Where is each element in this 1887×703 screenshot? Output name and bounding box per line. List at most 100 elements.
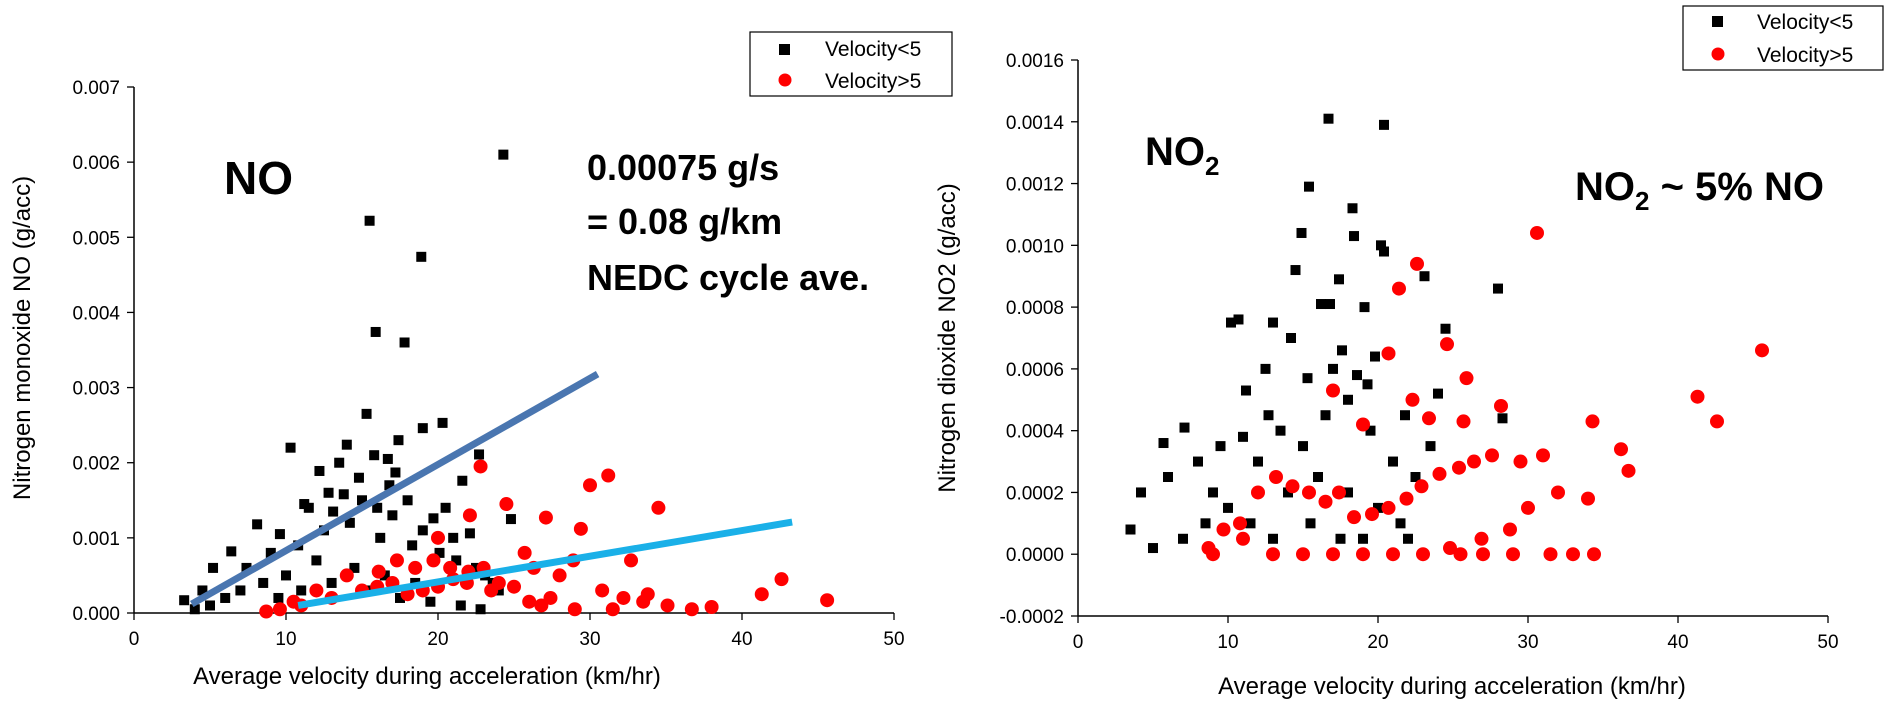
no-legend-circle-marker [778,73,792,87]
no2-point-high [1621,463,1636,478]
no-point-low [393,435,404,446]
no-y-axis-label: Nitrogen monoxide NO (g/acc) [9,176,36,500]
no-legend: Velocity<5 Velocity>5 [749,31,953,97]
no2-point-low [1497,413,1508,424]
no-point-low [475,604,486,615]
no2-point-low [1260,363,1271,374]
no-point-low [364,215,375,226]
no-point-low [493,585,504,596]
no2-point-low [1268,317,1278,328]
no-chart: 0 10 20 30 40 50 0.000 0.001 0.002 0.003 0.004 0.00… [9,31,953,690]
no-point-low [402,495,413,506]
no2-y-tick-label: 0.0012 [1006,175,1064,196]
no2-x-axis-label: Average velocity during acceleration (km… [1218,673,1686,700]
no2-ratio-subscript: 2 [1635,186,1649,216]
no-point-low [434,547,445,558]
no-point-high [601,468,616,483]
no2-point-high [1410,256,1424,271]
no2-point-low [1433,388,1443,399]
no-point-low [399,337,410,348]
no-point-high [704,599,719,614]
no2-point-low [1379,246,1389,257]
no-point-low [372,502,383,513]
no-point-low [370,326,381,337]
no-point-high [616,590,631,605]
no2-point-high [1551,485,1565,500]
no-point-high [339,568,354,583]
no2-point-low [1286,333,1296,343]
no2-point-high [1236,531,1250,546]
no2-point-high [1453,547,1468,562]
no2-point-low [1352,370,1362,381]
no2-y-tick-label: 0.0010 [1006,236,1064,257]
no2-point-low [1425,441,1436,452]
no2-point-high [1285,479,1300,494]
no2-point-high [1381,500,1396,515]
no2-point-high [1326,547,1340,562]
no-point-low [455,600,466,611]
no-y-tick-label: 0.005 [72,228,120,249]
no2-point-high [1474,531,1489,546]
no2-x-tick-label: 20 [1367,632,1388,653]
no2-point-low [1148,543,1158,554]
no2-point-low [1440,323,1451,334]
no-point-low [326,577,337,588]
no2-legend-square-marker [1712,16,1723,27]
no-point-low [451,555,462,566]
no-point-low [274,529,285,540]
no2-point-high [1251,485,1265,500]
no-point-low [349,562,360,573]
no2-point-low [1395,518,1406,529]
no2-chart: 0 10 20 30 40 50 -0.0002 0.0000 0.0002 0.0004 0.00… [934,5,1884,700]
no2-species-annotation: NO2 [1145,130,1219,181]
no2-point-low [1283,487,1293,498]
no-x-tick-label: 10 [275,629,296,650]
no-point-low [353,472,364,483]
no2-point-low [1325,299,1335,310]
no2-point-high [1710,414,1724,429]
no-point-high [567,602,582,617]
no2-y-tick-label: 0.0004 [1006,422,1065,443]
no2-point-high [1452,460,1466,475]
no-point-low [382,453,393,464]
no-point-low [285,442,296,453]
no-point-high [538,510,553,525]
no2-point-high [1585,414,1600,429]
no-point-low [314,465,325,476]
no2-point-low [1136,487,1146,498]
no2-point-high [1381,346,1396,361]
no-point-high [484,583,499,598]
no-point-low [328,506,339,517]
no2-point-high [1318,494,1333,509]
no2-point-low [1359,302,1370,313]
no2-point-high [1521,500,1535,515]
no-point-high [473,459,488,474]
no-point-low [344,517,355,528]
no-point-low [474,449,485,460]
no-point-high [462,508,477,523]
no-point-low [395,592,405,603]
no2-point-low [1245,518,1256,529]
no2-point-high [1422,411,1436,426]
no-point-high [820,593,835,608]
no-point-low [338,489,349,500]
no2-point-low [1337,345,1347,356]
no2-point-low [1200,518,1211,529]
no-plot-area: 0 10 20 30 40 50 0.000 0.001 0.002 0.003 0.004 0.00… [72,78,904,650]
no2-y-tick-label: 0.0016 [1006,51,1064,72]
no-point-low [281,570,291,581]
no2-y-axis-label: Nitrogen dioxide NO2 (g/acc) [934,183,961,492]
no-y-tick-label: 0.000 [72,604,120,625]
no-point-low [220,592,231,603]
no-point-high [651,500,666,515]
no2-point-low [1410,472,1421,482]
no-point-high [640,587,655,602]
no2-point-high [1443,541,1457,556]
no-point-low [258,577,269,588]
no2-y-tick-label: 0.0008 [1006,298,1064,319]
no2-point-low [1313,472,1323,482]
no2-point-low [1349,231,1359,242]
no2-point-low [1334,274,1344,285]
no-trend-line-2 [297,518,793,609]
